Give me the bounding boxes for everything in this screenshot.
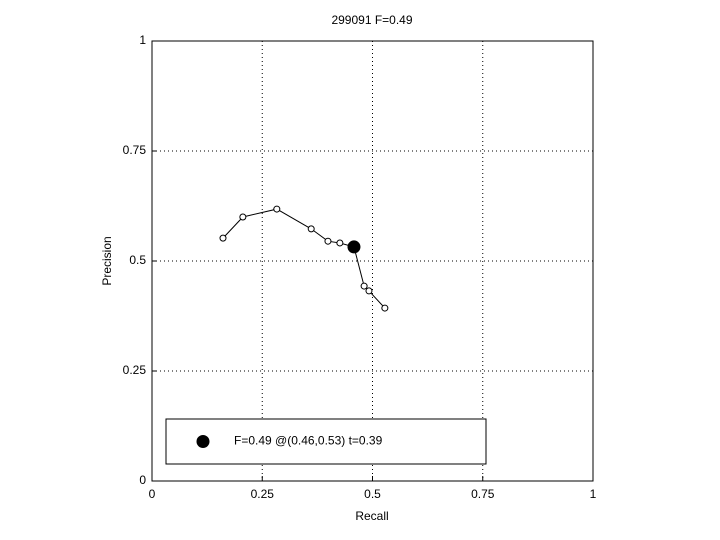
chart-title: 299091 F=0.49: [331, 13, 412, 27]
y-tick-label: 1: [139, 33, 146, 47]
y-tick-label: 0.5: [129, 253, 146, 267]
legend-box: [165, 418, 487, 465]
point: [365, 287, 373, 295]
point: [336, 239, 344, 247]
x-tick-label: 0.75: [471, 487, 495, 501]
x-tick-label: 1: [590, 487, 597, 501]
x-axis-label: Recall: [355, 509, 388, 523]
y-tick-label: 0.75: [123, 143, 147, 157]
y-axis-label: Precision: [100, 236, 114, 285]
point: [381, 304, 389, 312]
best-point: [347, 240, 361, 254]
y-tick-label: 0: [139, 473, 146, 487]
point: [219, 234, 227, 242]
point: [324, 237, 332, 245]
y-tick-label: 0.25: [123, 363, 147, 377]
point: [239, 213, 247, 221]
point: [273, 205, 281, 213]
point: [307, 225, 315, 233]
legend-marker: [196, 435, 210, 448]
legend-label: F=0.49 @(0.46,0.53) t=0.39: [234, 434, 383, 448]
x-tick-label: 0: [149, 487, 156, 501]
point: [360, 282, 368, 290]
x-tick-label: 0.25: [251, 487, 275, 501]
x-tick-label: 0.5: [364, 487, 381, 501]
